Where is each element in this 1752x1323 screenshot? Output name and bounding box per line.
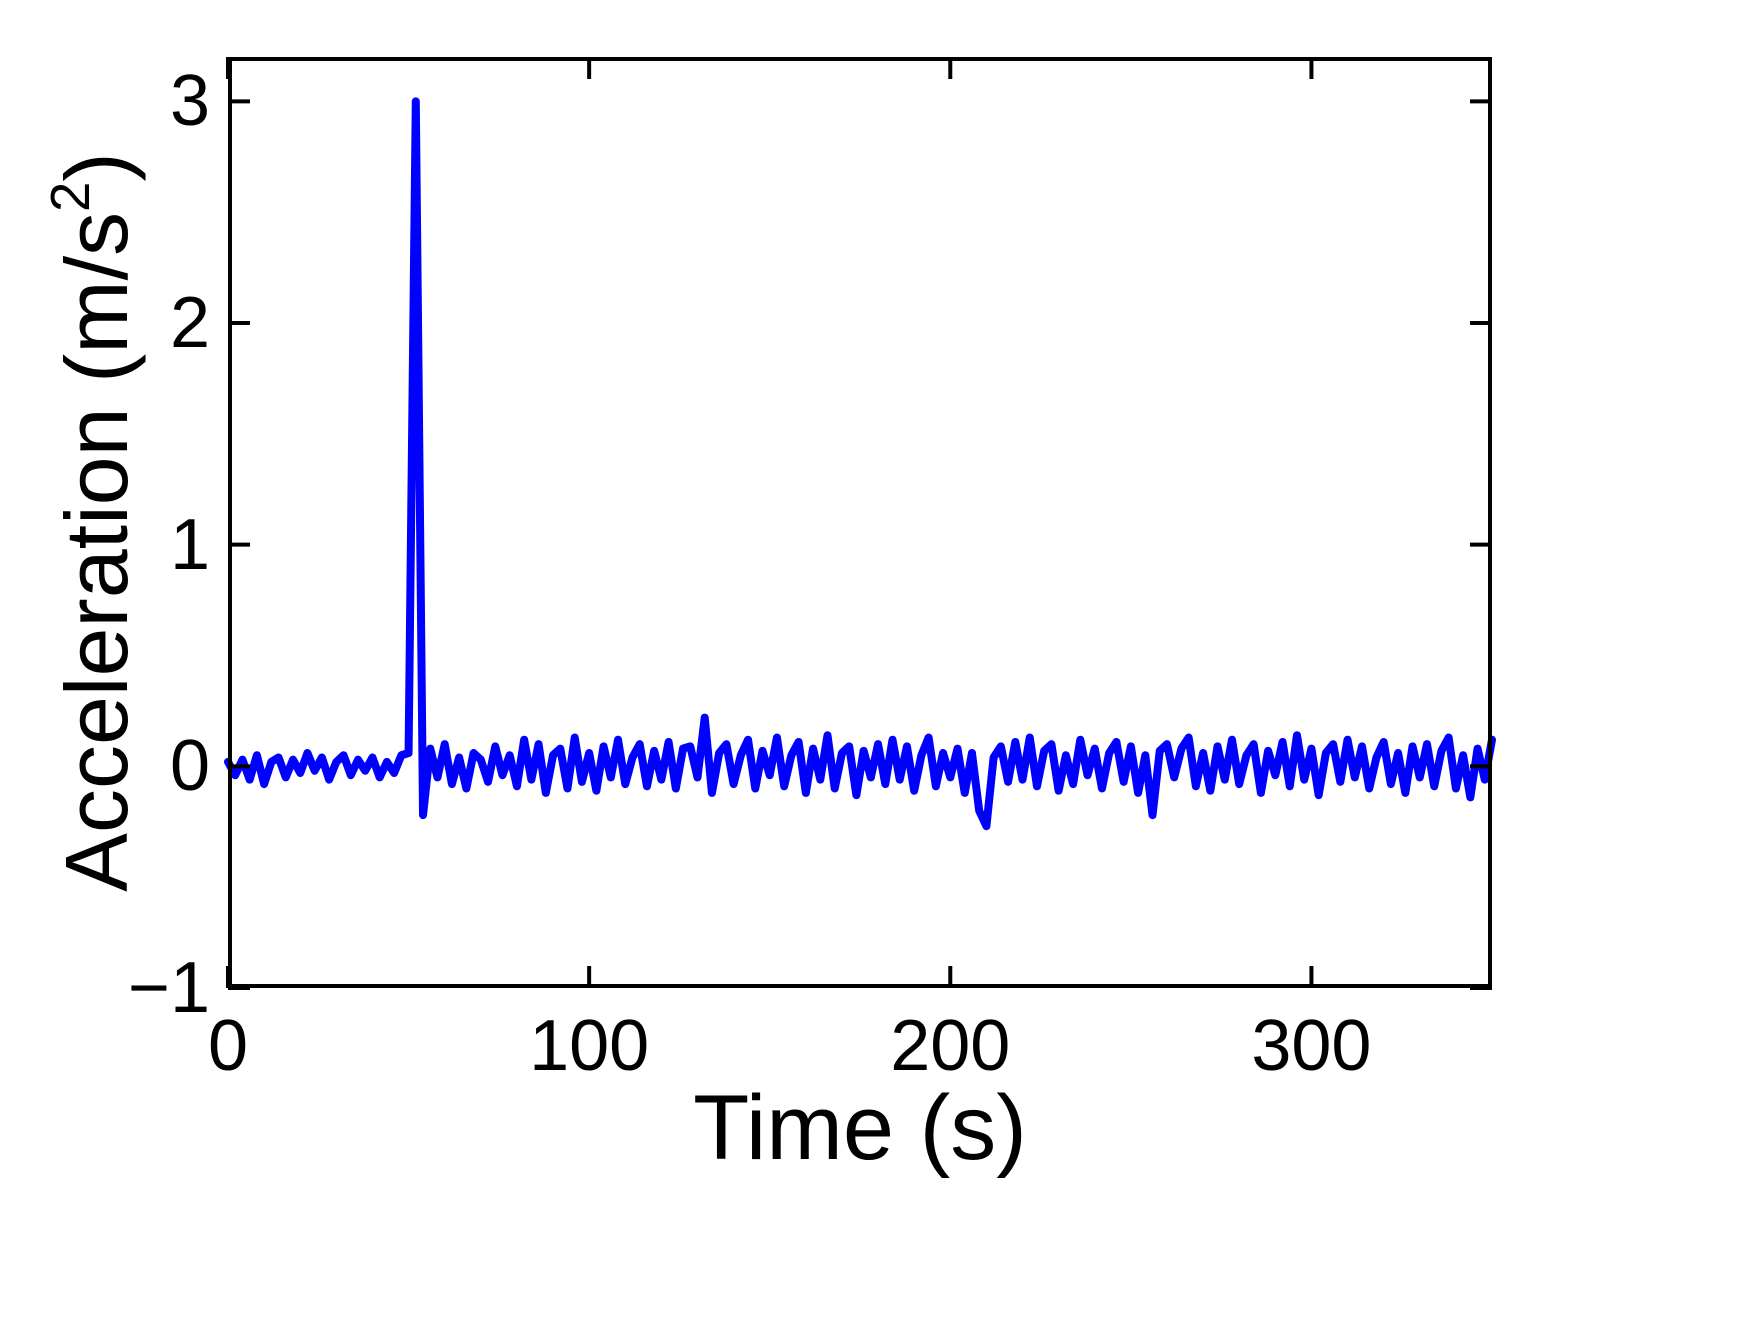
y-axis-label-superscript: 2: [39, 181, 101, 212]
x-tick-label: 300: [1251, 1006, 1372, 1086]
y-tick-label: 3: [169, 61, 210, 142]
plot-border: [228, 57, 1492, 988]
x-tick-label: 0: [207, 1006, 249, 1086]
plot-area: 0 100 200 300 −1 0 1 2 3: [128, 57, 1496, 1086]
y-tick-label: 2: [169, 283, 210, 363]
y-axis-label-close: ): [47, 152, 147, 182]
x-axis-label: Time (s): [693, 1077, 1027, 1179]
x-tick-label: 200: [890, 1006, 1011, 1086]
plot-canvas: [224, 57, 1496, 990]
y-tick-label: −1: [127, 948, 210, 1028]
y-tick-label: 0: [169, 726, 210, 807]
y-tick-label: 1: [169, 504, 210, 585]
x-tick-label: 100: [529, 1006, 650, 1086]
signal-line: [224, 97, 1496, 831]
